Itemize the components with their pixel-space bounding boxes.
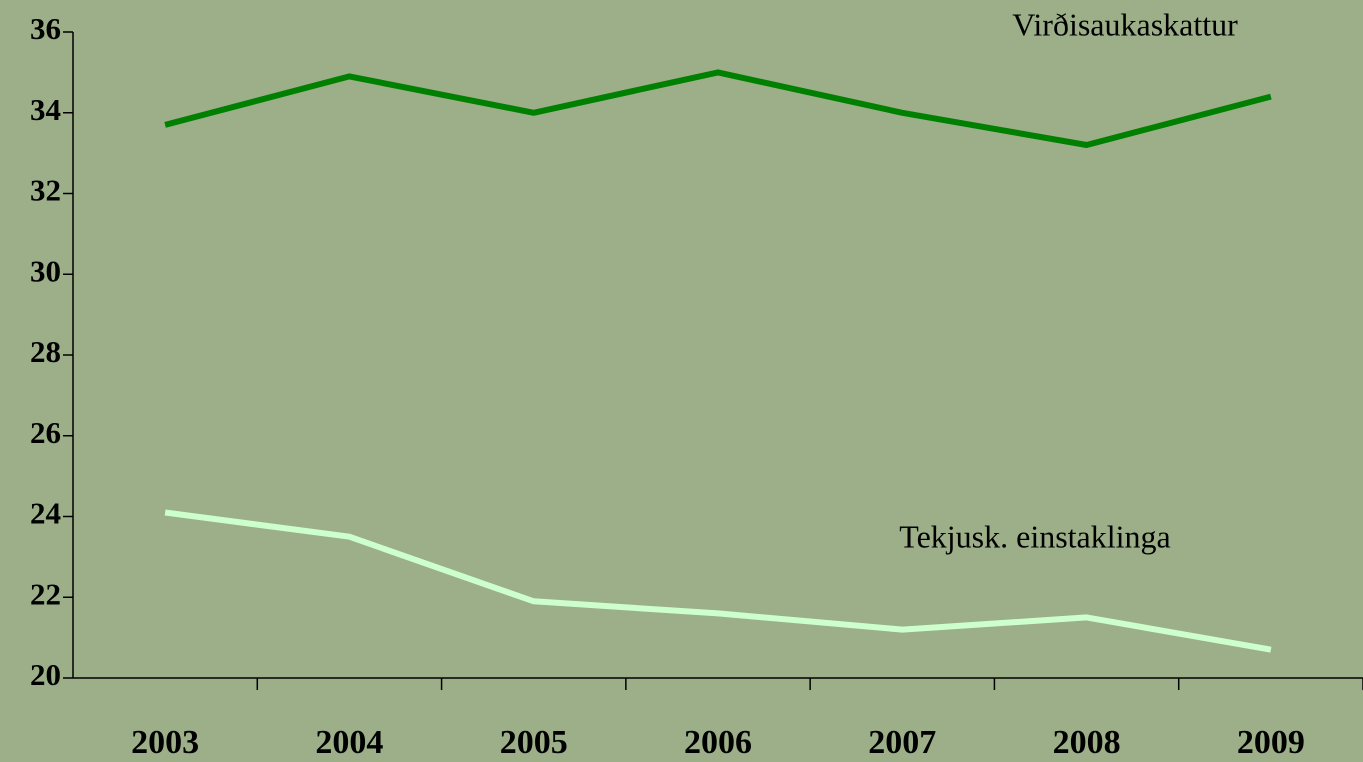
series-label: Virðisaukaskattur [1012,6,1238,42]
series-line [164,509,1272,653]
series-line [164,69,1272,148]
y-tick-label: 24 [30,496,61,531]
y-tick-label: 36 [30,11,61,46]
y-tick-label: 28 [30,334,61,369]
x-tick-label: 2003 [131,724,199,761]
y-tick-label: 30 [30,253,61,288]
x-tick-label: 2007 [868,724,936,761]
x-tick-label: 2004 [315,724,383,761]
series-label: Tekjusk. einstaklinga [899,518,1170,554]
y-tick-label: 34 [30,92,61,127]
y-tick-label: 26 [30,415,61,450]
x-tick-label: 2009 [1237,724,1305,761]
x-tick-label: 2005 [500,724,568,761]
x-tick-label: 2008 [1053,724,1121,761]
y-tick-label: 32 [30,173,61,208]
y-tick-label: 20 [30,657,61,692]
x-tick-label: 2006 [684,724,752,761]
y-tick-label: 22 [30,576,61,611]
